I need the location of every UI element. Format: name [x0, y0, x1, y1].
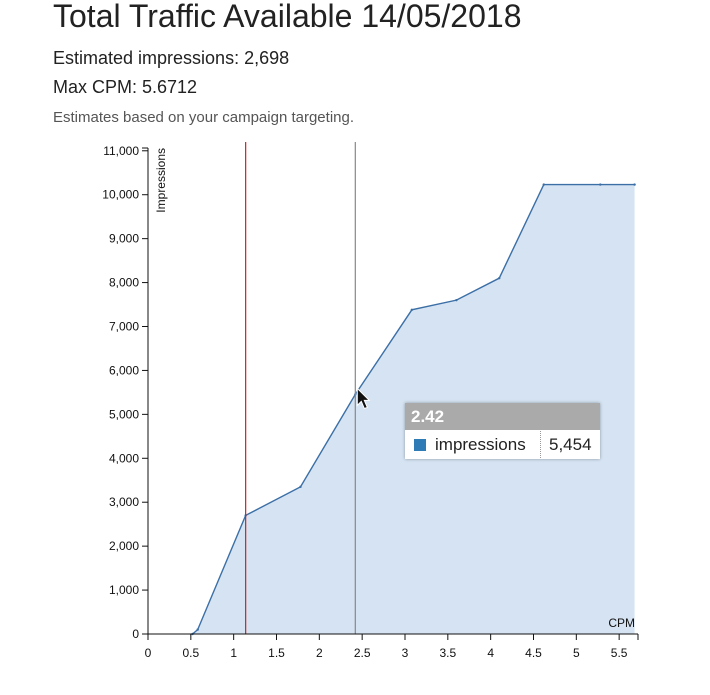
y-tick-label: 5,000 — [109, 407, 139, 421]
data-point[interactable] — [410, 308, 414, 312]
x-tick-label: 5.5 — [611, 646, 628, 660]
y-tick-label: 6,000 — [109, 363, 139, 377]
y-tick-label: 4,000 — [109, 451, 139, 465]
tooltip-x-value: 2.42 — [405, 403, 600, 430]
y-tick-label: 2,000 — [109, 539, 139, 553]
y-tick-label: 0 — [132, 627, 139, 641]
x-tick-label: 5 — [573, 646, 580, 660]
y-tick-label: 8,000 — [109, 276, 139, 290]
estimates-note: Estimates based on your campaign targeti… — [53, 109, 355, 126]
x-tick-label: 4 — [487, 646, 494, 660]
y-tick-label: 7,000 — [109, 320, 139, 334]
x-tick-label: 1.5 — [268, 646, 285, 660]
mouse-cursor-icon — [356, 387, 371, 410]
x-axis-label: CPM — [608, 616, 635, 630]
y-tick-label: 9,000 — [109, 232, 139, 246]
x-tick-label: 4.5 — [525, 646, 542, 660]
x-tick-label: 2 — [316, 646, 323, 660]
series-swatch — [414, 438, 426, 451]
data-point[interactable] — [498, 276, 501, 280]
max-cpm: Max CPM: 5.6712 — [53, 77, 198, 97]
y-tick-label: 1,000 — [109, 583, 139, 597]
y-axis-label: Impressions — [154, 148, 168, 213]
tooltip-series-value: 5,454 — [549, 435, 592, 454]
tooltip-series-name: impressions — [435, 431, 541, 458]
y-tick-label: 3,000 — [109, 495, 139, 509]
data-point[interactable] — [455, 298, 458, 302]
axes: 0 1,000 2,000 3,000 4,000 5,000 6,000 7,000 8,00… — [102, 144, 639, 660]
page-title: Total Traffic Available 14/05/2018 — [53, 0, 522, 34]
data-point[interactable] — [196, 628, 199, 631]
x-tick-label: 1 — [230, 646, 237, 660]
x-tick-label: 2.5 — [354, 646, 371, 660]
x-tick-label: 3 — [402, 646, 409, 660]
data-point[interactable] — [542, 183, 545, 186]
chart-tooltip: 2.42 impressions 5,454 — [405, 403, 600, 459]
data-point[interactable] — [599, 183, 602, 186]
tooltip-row: impressions 5,454 — [405, 430, 600, 459]
y-tick-label: 10,000 — [102, 188, 139, 202]
x-tick-label: 3.5 — [439, 646, 456, 660]
data-point[interactable] — [299, 485, 302, 489]
y-tick-label: 11,000 — [103, 144, 139, 158]
plot-area[interactable] — [191, 142, 636, 636]
data-point[interactable] — [633, 183, 636, 186]
x-tick-label: 0 — [145, 646, 152, 660]
estimated-impressions: Estimated impressions: 2,698 — [53, 48, 290, 68]
x-tick-label: 0.5 — [182, 646, 199, 660]
